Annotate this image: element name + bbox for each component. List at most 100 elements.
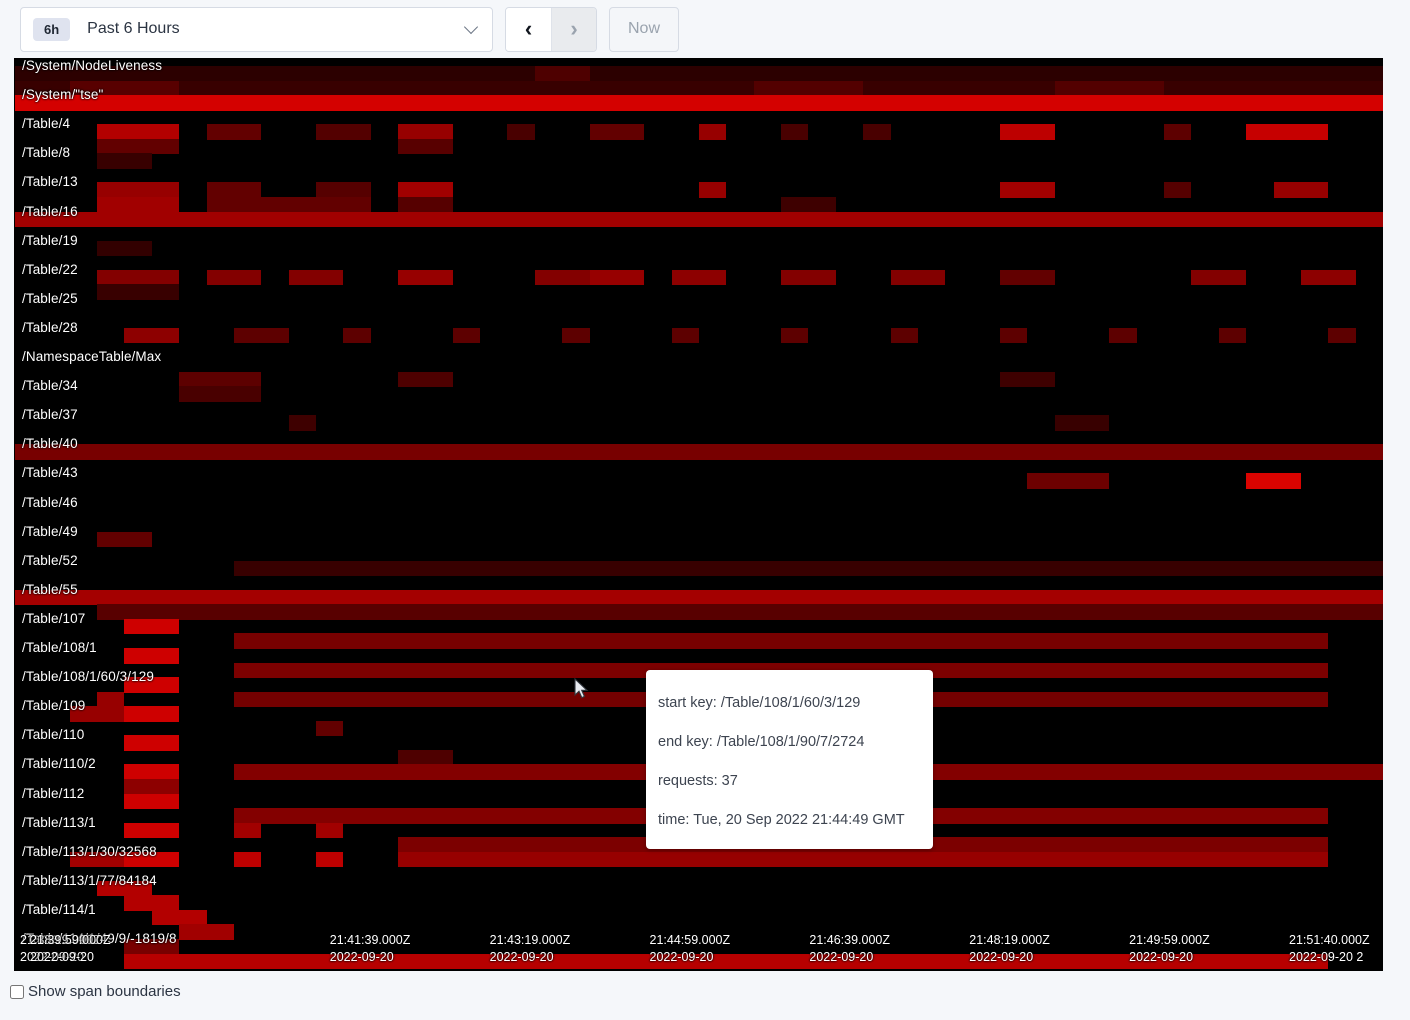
heatmap-cell[interactable] xyxy=(999,269,1055,286)
heatmap-cell[interactable] xyxy=(699,182,727,198)
heatmap-cell[interactable] xyxy=(534,269,590,286)
heatmap-cell[interactable] xyxy=(97,124,180,140)
heatmap-cell[interactable] xyxy=(699,124,727,140)
heatmap-cells[interactable] xyxy=(14,58,1383,971)
heatmap-cell[interactable] xyxy=(315,182,371,198)
heatmap-cell[interactable] xyxy=(781,196,836,213)
heatmap-cell[interactable] xyxy=(398,138,453,155)
heatmap-cell[interactable] xyxy=(15,589,1383,606)
heatmap-cell[interactable] xyxy=(781,327,809,344)
heatmap-cell[interactable] xyxy=(97,269,180,286)
heatmap-cell[interactable] xyxy=(97,138,180,155)
heatmap-cell[interactable] xyxy=(890,269,946,286)
heatmap-cell[interactable] xyxy=(507,124,535,140)
heatmap-cell[interactable] xyxy=(562,327,590,344)
previous-range-button[interactable]: ‹ xyxy=(506,7,551,51)
heatmap-cell[interactable] xyxy=(1246,473,1301,489)
heatmap-cell[interactable] xyxy=(452,327,481,344)
heatmap-cell[interactable] xyxy=(343,327,371,344)
heatmap-cell[interactable] xyxy=(1054,80,1165,97)
heatmap-cell[interactable] xyxy=(97,153,152,169)
heatmap-cell[interactable] xyxy=(69,80,180,97)
heatmap-cell[interactable] xyxy=(124,677,180,693)
heatmap-cell[interactable] xyxy=(206,196,371,213)
heatmap-cell[interactable] xyxy=(999,371,1055,388)
heatmap-cell[interactable] xyxy=(1218,327,1247,344)
heatmap-cell[interactable] xyxy=(124,706,180,722)
heatmap-cell[interactable] xyxy=(1300,269,1356,286)
heatmap-cell[interactable] xyxy=(288,269,344,286)
heatmap-cell[interactable] xyxy=(179,371,262,388)
heatmap-cell[interactable] xyxy=(206,124,262,140)
heatmap-cell[interactable] xyxy=(1273,182,1329,198)
heatmap-cell[interactable] xyxy=(124,327,180,344)
heatmap-cell[interactable] xyxy=(15,444,1383,460)
heatmap-cell[interactable] xyxy=(398,182,453,198)
heatmap-cell[interactable] xyxy=(781,124,809,140)
heatmap-cell[interactable] xyxy=(288,415,316,431)
heatmap-cell[interactable] xyxy=(589,269,645,286)
heatmap-cell[interactable] xyxy=(97,880,152,897)
heatmap-cell[interactable] xyxy=(124,764,180,780)
heatmap-cell[interactable] xyxy=(124,953,1329,970)
heatmap-cell[interactable] xyxy=(1191,269,1247,286)
heatmap-cell[interactable] xyxy=(1164,124,1192,140)
heatmap-cell[interactable] xyxy=(1109,327,1137,344)
heatmap-cell[interactable] xyxy=(233,633,1329,649)
heatmap-cell[interactable] xyxy=(753,80,864,97)
heatmap-cell[interactable] xyxy=(315,822,344,839)
heatmap-cell[interactable] xyxy=(398,851,1329,868)
heatmap-cell[interactable] xyxy=(15,66,1383,82)
heatmap-cell[interactable] xyxy=(124,618,180,635)
heatmap-cell[interactable] xyxy=(206,182,262,198)
heatmap-cell[interactable] xyxy=(69,851,125,868)
heatmap-cell[interactable] xyxy=(124,793,180,810)
heatmap-cell[interactable] xyxy=(890,327,918,344)
heatmap-cell[interactable] xyxy=(97,691,125,708)
heatmap-cell[interactable] xyxy=(1054,415,1110,431)
show-span-boundaries-label[interactable]: Show span boundaries xyxy=(28,983,181,1000)
heatmap-cell[interactable] xyxy=(398,269,453,286)
heatmap-cell[interactable] xyxy=(124,939,180,955)
heatmap-cell[interactable] xyxy=(97,196,180,213)
heatmap-cell[interactable] xyxy=(124,822,180,839)
heatmap-cell[interactable] xyxy=(1027,473,1110,489)
heatmap-cell[interactable] xyxy=(863,124,891,140)
heatmap-cell[interactable] xyxy=(671,327,699,344)
heatmap-cell[interactable] xyxy=(233,560,1383,577)
heatmap-cell[interactable] xyxy=(124,648,180,664)
heatmap-cell[interactable] xyxy=(1164,182,1192,198)
heatmap-cell[interactable] xyxy=(15,95,1383,111)
heatmap-cell[interactable] xyxy=(151,909,207,926)
heatmap-cell[interactable] xyxy=(315,720,344,737)
heatmap-cell[interactable] xyxy=(179,924,234,940)
heatmap-cell[interactable] xyxy=(999,327,1028,344)
heatmap-cell[interactable] xyxy=(999,124,1055,140)
heatmap-cell[interactable] xyxy=(1328,327,1356,344)
heatmap-cell[interactable] xyxy=(69,706,125,722)
heatmap-cell[interactable] xyxy=(97,284,180,300)
time-range-dropdown[interactable]: 6h Past 6 Hours xyxy=(20,6,493,52)
heatmap-cell[interactable] xyxy=(124,895,180,911)
heatmap-cell[interactable] xyxy=(124,735,180,751)
heatmap-cell[interactable] xyxy=(781,269,836,286)
heatmap-cell[interactable] xyxy=(671,269,727,286)
heatmap-cell[interactable] xyxy=(398,196,453,213)
heatmap-cell[interactable] xyxy=(398,371,453,388)
heatmap-cell[interactable] xyxy=(97,240,152,257)
heatmap-cell[interactable] xyxy=(97,182,180,198)
heatmap-cell[interactable] xyxy=(206,269,262,286)
heatmap-cell[interactable] xyxy=(315,851,344,868)
show-span-boundaries-checkbox[interactable] xyxy=(10,984,24,999)
heatmap-cell[interactable] xyxy=(124,778,180,795)
heatmap-cell[interactable] xyxy=(398,749,453,766)
heatmap-cell[interactable] xyxy=(315,124,371,140)
heatmap-cell[interactable] xyxy=(233,327,289,344)
heatmap-cell[interactable] xyxy=(398,124,453,140)
heatmap-cell[interactable] xyxy=(97,604,1383,620)
heatmap-cell[interactable] xyxy=(233,851,262,868)
heatmap-cell[interactable] xyxy=(1246,124,1329,140)
next-range-button[interactable]: › xyxy=(551,7,596,51)
heatmap-cell[interactable] xyxy=(999,182,1055,198)
heatmap-cell[interactable] xyxy=(15,211,1383,228)
